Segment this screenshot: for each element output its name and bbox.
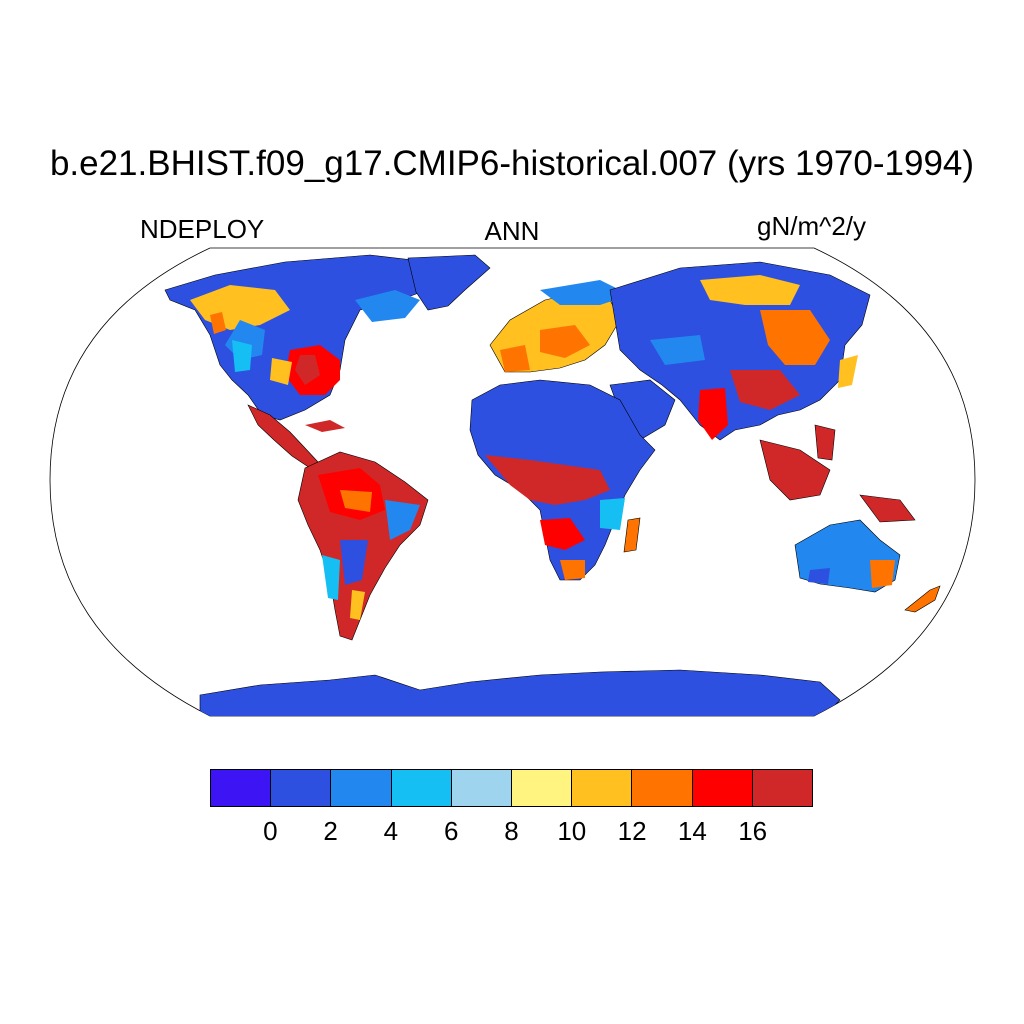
colorbar-tick-label: 8 [504,816,519,846]
asia-landmass [609,261,871,441]
australia-landmass [794,519,901,593]
colorbar [210,769,813,807]
colorbar-swatch [512,770,573,806]
colorbar-tick-label: 10 [557,816,587,846]
colorbar-swatch [632,770,693,806]
europe-landmass [489,280,630,373]
colorbar-tick-label: 6 [443,816,459,846]
greenland-landmass [407,254,491,311]
colorbar-swatch [391,770,452,806]
colorbar-tick-label: 14 [677,816,707,846]
colorbar-tick-label: 0 [263,816,278,846]
plot-title: b.e21.BHIST.f09_g17.CMIP6-historical.007… [49,144,975,183]
colorbar-tick-label: 2 [323,816,338,846]
season-label: ANN [484,216,540,246]
colorbar-tick-label: 12 [617,816,647,846]
central-america-landmass [247,404,345,469]
variable-label: NDEPLOY [140,214,265,244]
southeast-asia-islands [759,424,916,523]
colorbar-swatch [692,770,753,806]
colorbar-swatch [752,770,813,806]
colorbar-swatch [211,770,272,806]
colorbar-tick-label: 16 [738,816,768,846]
colorbar-swatch [271,770,332,806]
colorbar-swatch [572,770,633,806]
colorbar-swatch [331,770,392,806]
south-america-landmass [297,451,429,641]
new-zealand-landmass [904,585,941,613]
africa-landmass [469,379,656,581]
units-label: gN/m^2/y [757,211,867,241]
north-america-landmass [164,254,441,421]
colorbar-swatch [451,770,513,806]
madagascar-landmass [623,517,641,553]
colorbar-tick-label: 4 [383,816,399,846]
